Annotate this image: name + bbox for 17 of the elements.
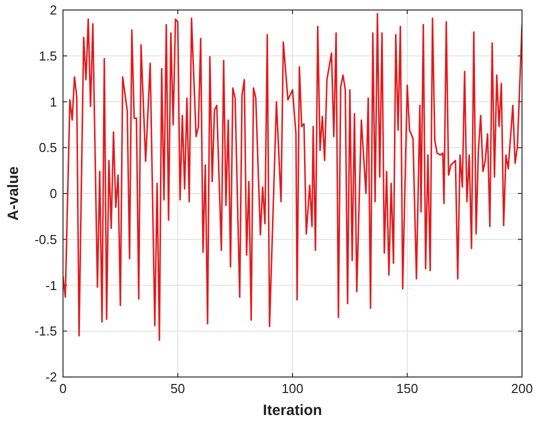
y-tick-label: -1 <box>45 278 57 293</box>
y-axis-title: A-value <box>5 166 22 221</box>
y-tick-label: 0.5 <box>38 140 57 156</box>
y-tick-label: 2 <box>50 2 57 18</box>
y-tick-label: -0.5 <box>34 232 57 247</box>
y-tick-label: -2 <box>45 370 57 384</box>
x-tick-label: 150 <box>396 381 418 396</box>
x-tick-label: 0 <box>59 381 67 396</box>
line-series <box>63 12 522 342</box>
y-tick-label: 1.5 <box>38 48 57 64</box>
y-tick-label: 0 <box>50 186 57 201</box>
x-tick-label: 200 <box>511 381 533 396</box>
y-tick-label: 1 <box>50 94 57 110</box>
x-tick-label: 100 <box>282 381 304 396</box>
y-tick-label: -1.5 <box>34 324 57 339</box>
x-axis-title: Iteration <box>262 402 322 419</box>
x-tick-label: 50 <box>170 381 185 396</box>
